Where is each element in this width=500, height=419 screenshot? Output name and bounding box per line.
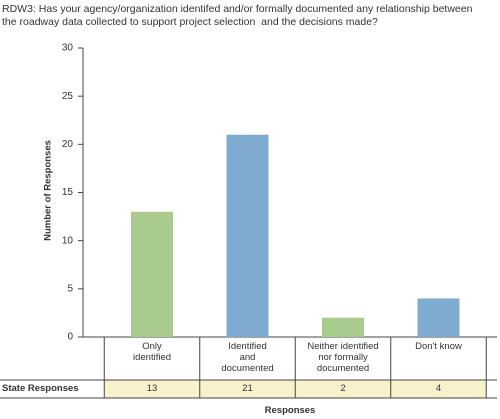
bar bbox=[226, 134, 269, 337]
x-tick-label: Identified and documented bbox=[221, 341, 274, 374]
table-cell-bg bbox=[295, 380, 391, 398]
table-value: 21 bbox=[242, 383, 253, 394]
bar bbox=[322, 317, 364, 337]
bar bbox=[131, 211, 173, 337]
chart-title: RDW3: Has your agency/organization ident… bbox=[2, 3, 473, 28]
table-cell-bg bbox=[199, 380, 296, 398]
table-value: 13 bbox=[146, 383, 158, 394]
table-row-label: State Responses bbox=[2, 383, 79, 394]
y-axis-title: Number of Responses bbox=[42, 140, 54, 241]
bar bbox=[417, 298, 460, 337]
table-value: 4 bbox=[435, 383, 442, 394]
y-tick-label: 15 bbox=[62, 187, 74, 198]
x-tick-label: Neither identified nor formally document… bbox=[307, 341, 379, 374]
x-axis-title: Responses bbox=[264, 405, 316, 416]
y-tick-label: 30 bbox=[62, 43, 74, 54]
table-cell-bg bbox=[390, 380, 487, 398]
y-tick-label: 0 bbox=[67, 332, 73, 343]
table-cell-bg bbox=[104, 380, 200, 398]
x-tick-label: Only identified bbox=[132, 341, 172, 363]
x-tick-label: Don't know bbox=[415, 341, 462, 352]
y-tick-label: 5 bbox=[67, 283, 73, 294]
table-value: 2 bbox=[340, 383, 346, 394]
y-tick-label: 10 bbox=[62, 235, 74, 246]
y-tick-label: 20 bbox=[62, 139, 74, 150]
y-tick-label: 25 bbox=[62, 91, 74, 102]
